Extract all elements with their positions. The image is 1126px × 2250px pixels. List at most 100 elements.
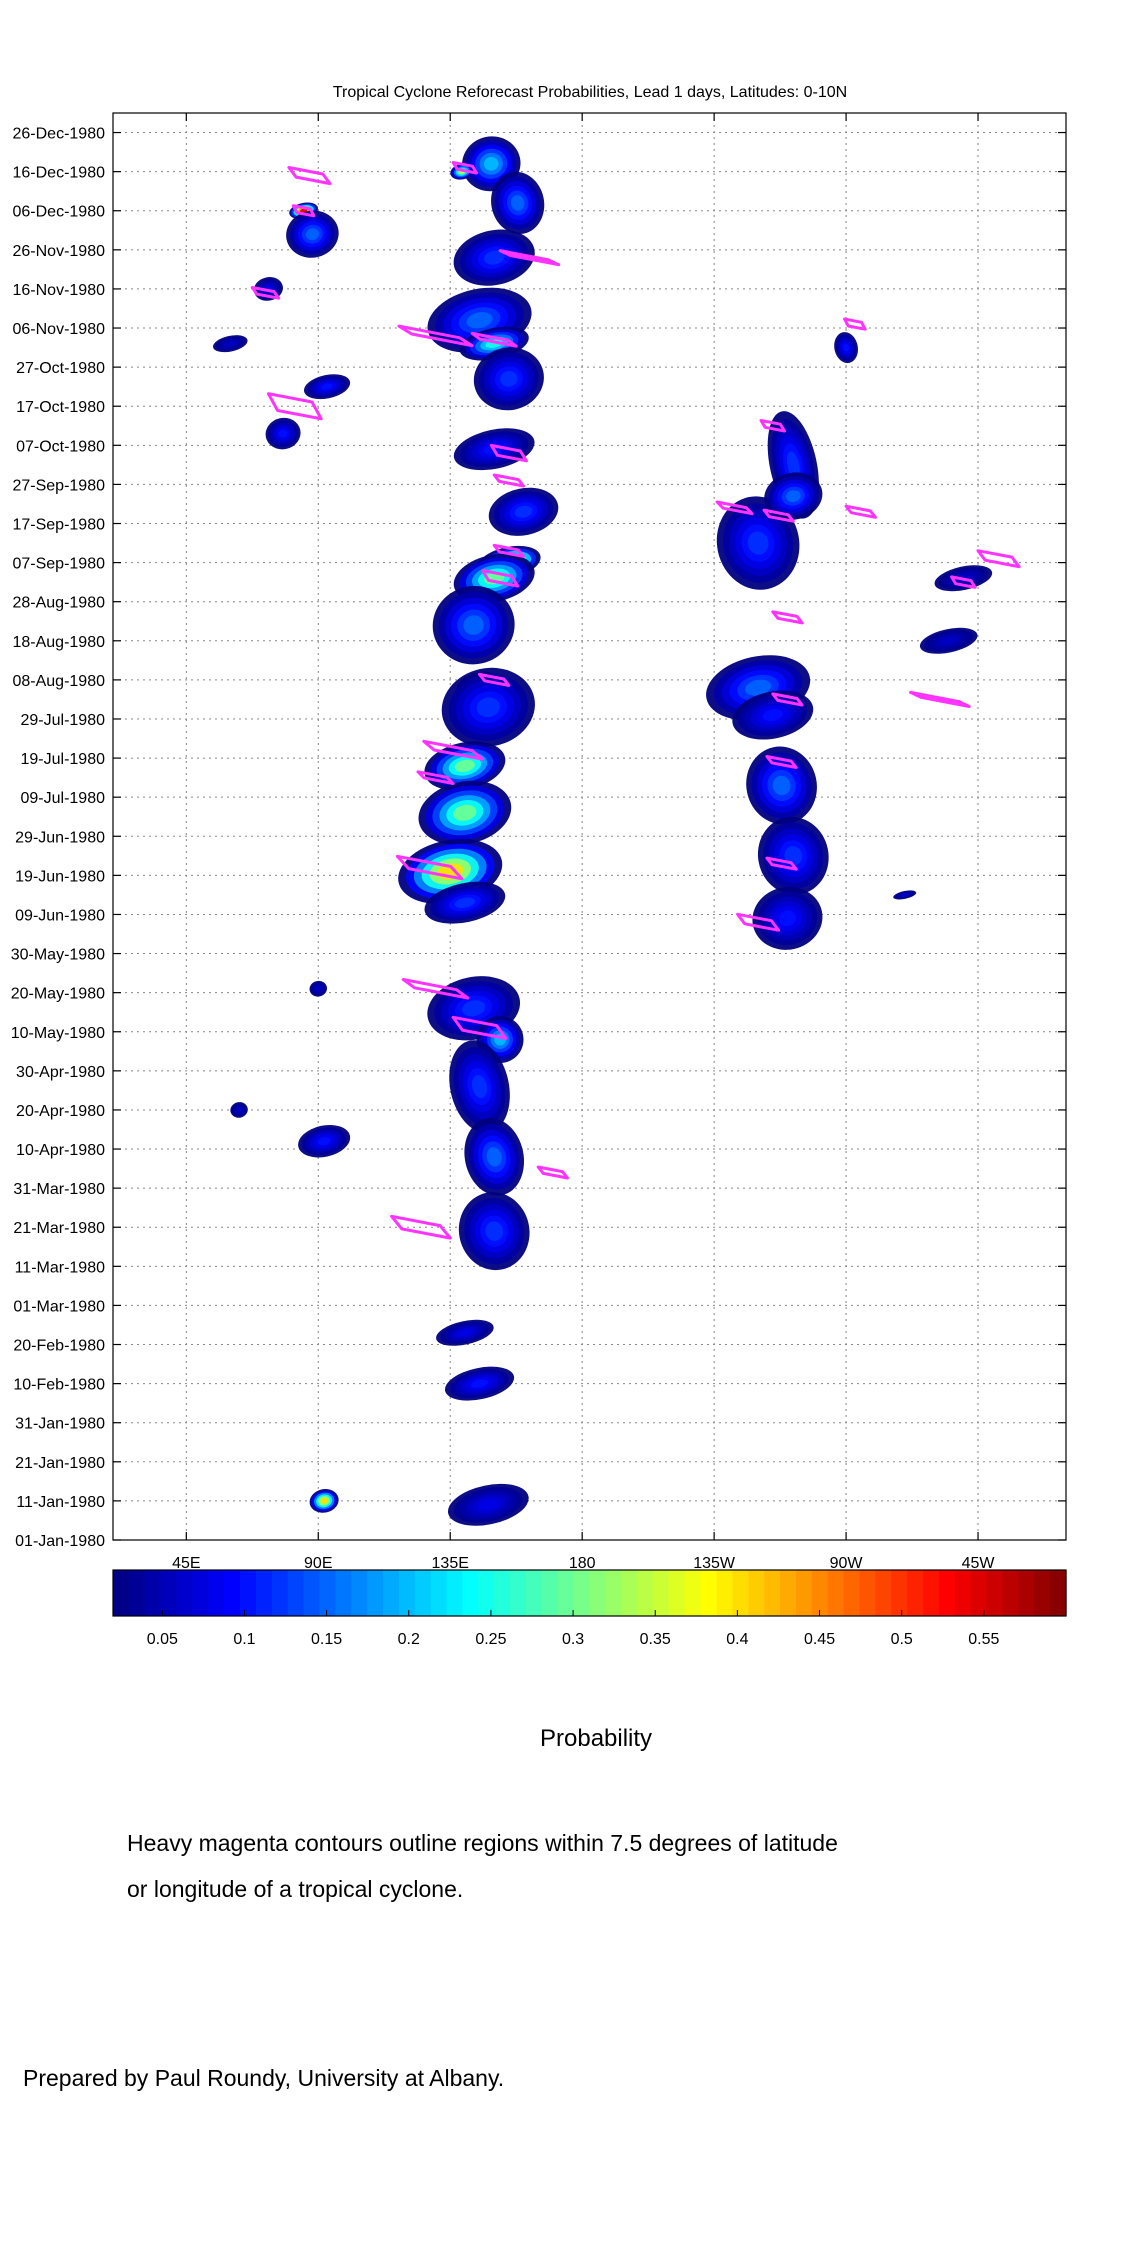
colorbar-tick-label: 0.5 xyxy=(891,1631,913,1648)
probability-level xyxy=(454,897,475,908)
colorbar-segment xyxy=(128,1570,146,1616)
cyclone-contour xyxy=(771,610,804,625)
x-tick-label: 135E xyxy=(432,1555,469,1572)
colorbar-label: Probability xyxy=(540,1725,653,1752)
cyclone-contour xyxy=(536,1165,569,1180)
probability-blob xyxy=(309,980,328,997)
colorbar-segment xyxy=(240,1570,257,1616)
probability-blob xyxy=(432,585,515,665)
cyclone-contour xyxy=(401,978,470,1000)
y-tick-label: 20-May-1980 xyxy=(11,986,105,1003)
y-tick-label: 06-Nov-1980 xyxy=(13,321,106,338)
probability-level xyxy=(486,1147,502,1167)
probability-level xyxy=(471,1074,488,1099)
cyclone-contour xyxy=(416,770,455,785)
probability-blob xyxy=(447,1483,529,1526)
colorbar-segment xyxy=(208,1570,225,1616)
colorbar-segment xyxy=(907,1570,924,1616)
colorbar-tick-label: 0.55 xyxy=(968,1631,999,1648)
probability-level xyxy=(316,986,321,991)
probability-level xyxy=(784,846,803,866)
probability-blob xyxy=(418,780,512,845)
cyclone-contour xyxy=(498,249,561,267)
probability-blob xyxy=(757,816,829,895)
cyclone-contour xyxy=(250,286,281,300)
y-tick-label: 10-Apr-1980 xyxy=(16,1142,105,1159)
colorbar-segment xyxy=(859,1570,876,1616)
colorbar-segment xyxy=(970,1570,988,1616)
chart-title: Tropical Cyclone Reforecast Probabilitie… xyxy=(333,84,847,101)
y-tick-label: 16-Dec-1980 xyxy=(13,165,106,182)
probability-level xyxy=(941,637,956,645)
y-tick-label: 29-Jun-1980 xyxy=(15,829,105,846)
probability-blob xyxy=(752,886,823,950)
probability-level xyxy=(511,195,525,211)
colorbar-segment xyxy=(827,1570,845,1616)
cyclone-contour xyxy=(395,854,464,881)
y-tick-label: 10-May-1980 xyxy=(11,1025,105,1042)
colorbar-segment xyxy=(303,1570,321,1616)
probability-level xyxy=(453,804,477,821)
cyclone-contour xyxy=(771,692,804,707)
probability-blob xyxy=(298,1124,351,1158)
colorbar-segment xyxy=(795,1570,813,1616)
probability-blob xyxy=(265,417,301,450)
cyclone-contour xyxy=(478,672,511,687)
probability-blob xyxy=(424,881,506,924)
cyclone-contours xyxy=(250,161,1021,1240)
probability-level xyxy=(745,679,772,696)
colorbar-segment xyxy=(271,1570,289,1616)
colorbar-segment xyxy=(192,1570,209,1616)
probability-blob xyxy=(286,210,339,258)
colorbar-segment xyxy=(843,1570,861,1616)
credit-text: Prepared by Paul Roundy, University at A… xyxy=(23,2065,505,2091)
colorbar-segment xyxy=(367,1570,384,1616)
grid-lines xyxy=(113,113,1066,1541)
probability-level xyxy=(470,1379,489,1388)
y-tick-label: 16-Nov-1980 xyxy=(13,282,106,299)
colorbar-segment xyxy=(891,1570,908,1616)
y-tick-label: 17-Oct-1980 xyxy=(16,399,105,416)
cyclone-contour xyxy=(266,392,323,421)
probability-blob xyxy=(424,741,506,791)
probability-blob xyxy=(473,347,544,411)
probability-level xyxy=(476,697,500,718)
cyclone-contour xyxy=(451,1015,508,1040)
cyclone-contour xyxy=(976,549,1021,569)
x-tick-label: 45W xyxy=(962,1555,996,1572)
colorbar-segment xyxy=(668,1570,686,1616)
probability-level xyxy=(484,250,505,265)
colorbar-tick-label: 0.05 xyxy=(147,1631,178,1648)
probability-blob xyxy=(444,1366,515,1401)
probability-level xyxy=(320,1497,328,1504)
cyclone-contour xyxy=(492,543,525,558)
plot-frame xyxy=(112,112,1067,1541)
colorbar-segment xyxy=(255,1570,273,1616)
colorbar-segment xyxy=(351,1570,368,1616)
cyclone-contour xyxy=(451,161,479,175)
colorbar-segment xyxy=(923,1570,940,1616)
contour-note: Heavy magenta contours outline regions w… xyxy=(127,1820,927,1912)
colorbar-segment xyxy=(875,1570,892,1616)
probability-level xyxy=(236,1107,242,1112)
cyclone-contour xyxy=(844,504,877,519)
y-tick-label: 21-Mar-1980 xyxy=(13,1220,105,1237)
colorbar-tick-label: 0.45 xyxy=(804,1631,835,1648)
probability-level xyxy=(786,490,801,503)
cyclone-contour xyxy=(481,569,520,588)
plot-background xyxy=(113,113,1066,1540)
probability-blob xyxy=(213,335,248,353)
cyclone-contour xyxy=(489,443,528,463)
y-tick-label: 18-Aug-1980 xyxy=(12,634,105,651)
probability-blob xyxy=(464,1118,525,1196)
colorbar-segment xyxy=(653,1570,670,1616)
colorbar-segment xyxy=(1034,1570,1051,1616)
colorbar-segment xyxy=(446,1570,464,1616)
probability-blob xyxy=(919,627,978,654)
x-tick-label: 90W xyxy=(830,1555,864,1572)
y-axis: 26-Dec-1980 16-Dec-1980 06-Dec-1980 26-Nov-… xyxy=(11,126,1066,1550)
cyclone-contour xyxy=(390,1214,452,1240)
probability-blob xyxy=(309,1489,339,1513)
y-tick-label: 09-Jul-1980 xyxy=(21,790,106,807)
colorbar-segment xyxy=(557,1570,575,1616)
